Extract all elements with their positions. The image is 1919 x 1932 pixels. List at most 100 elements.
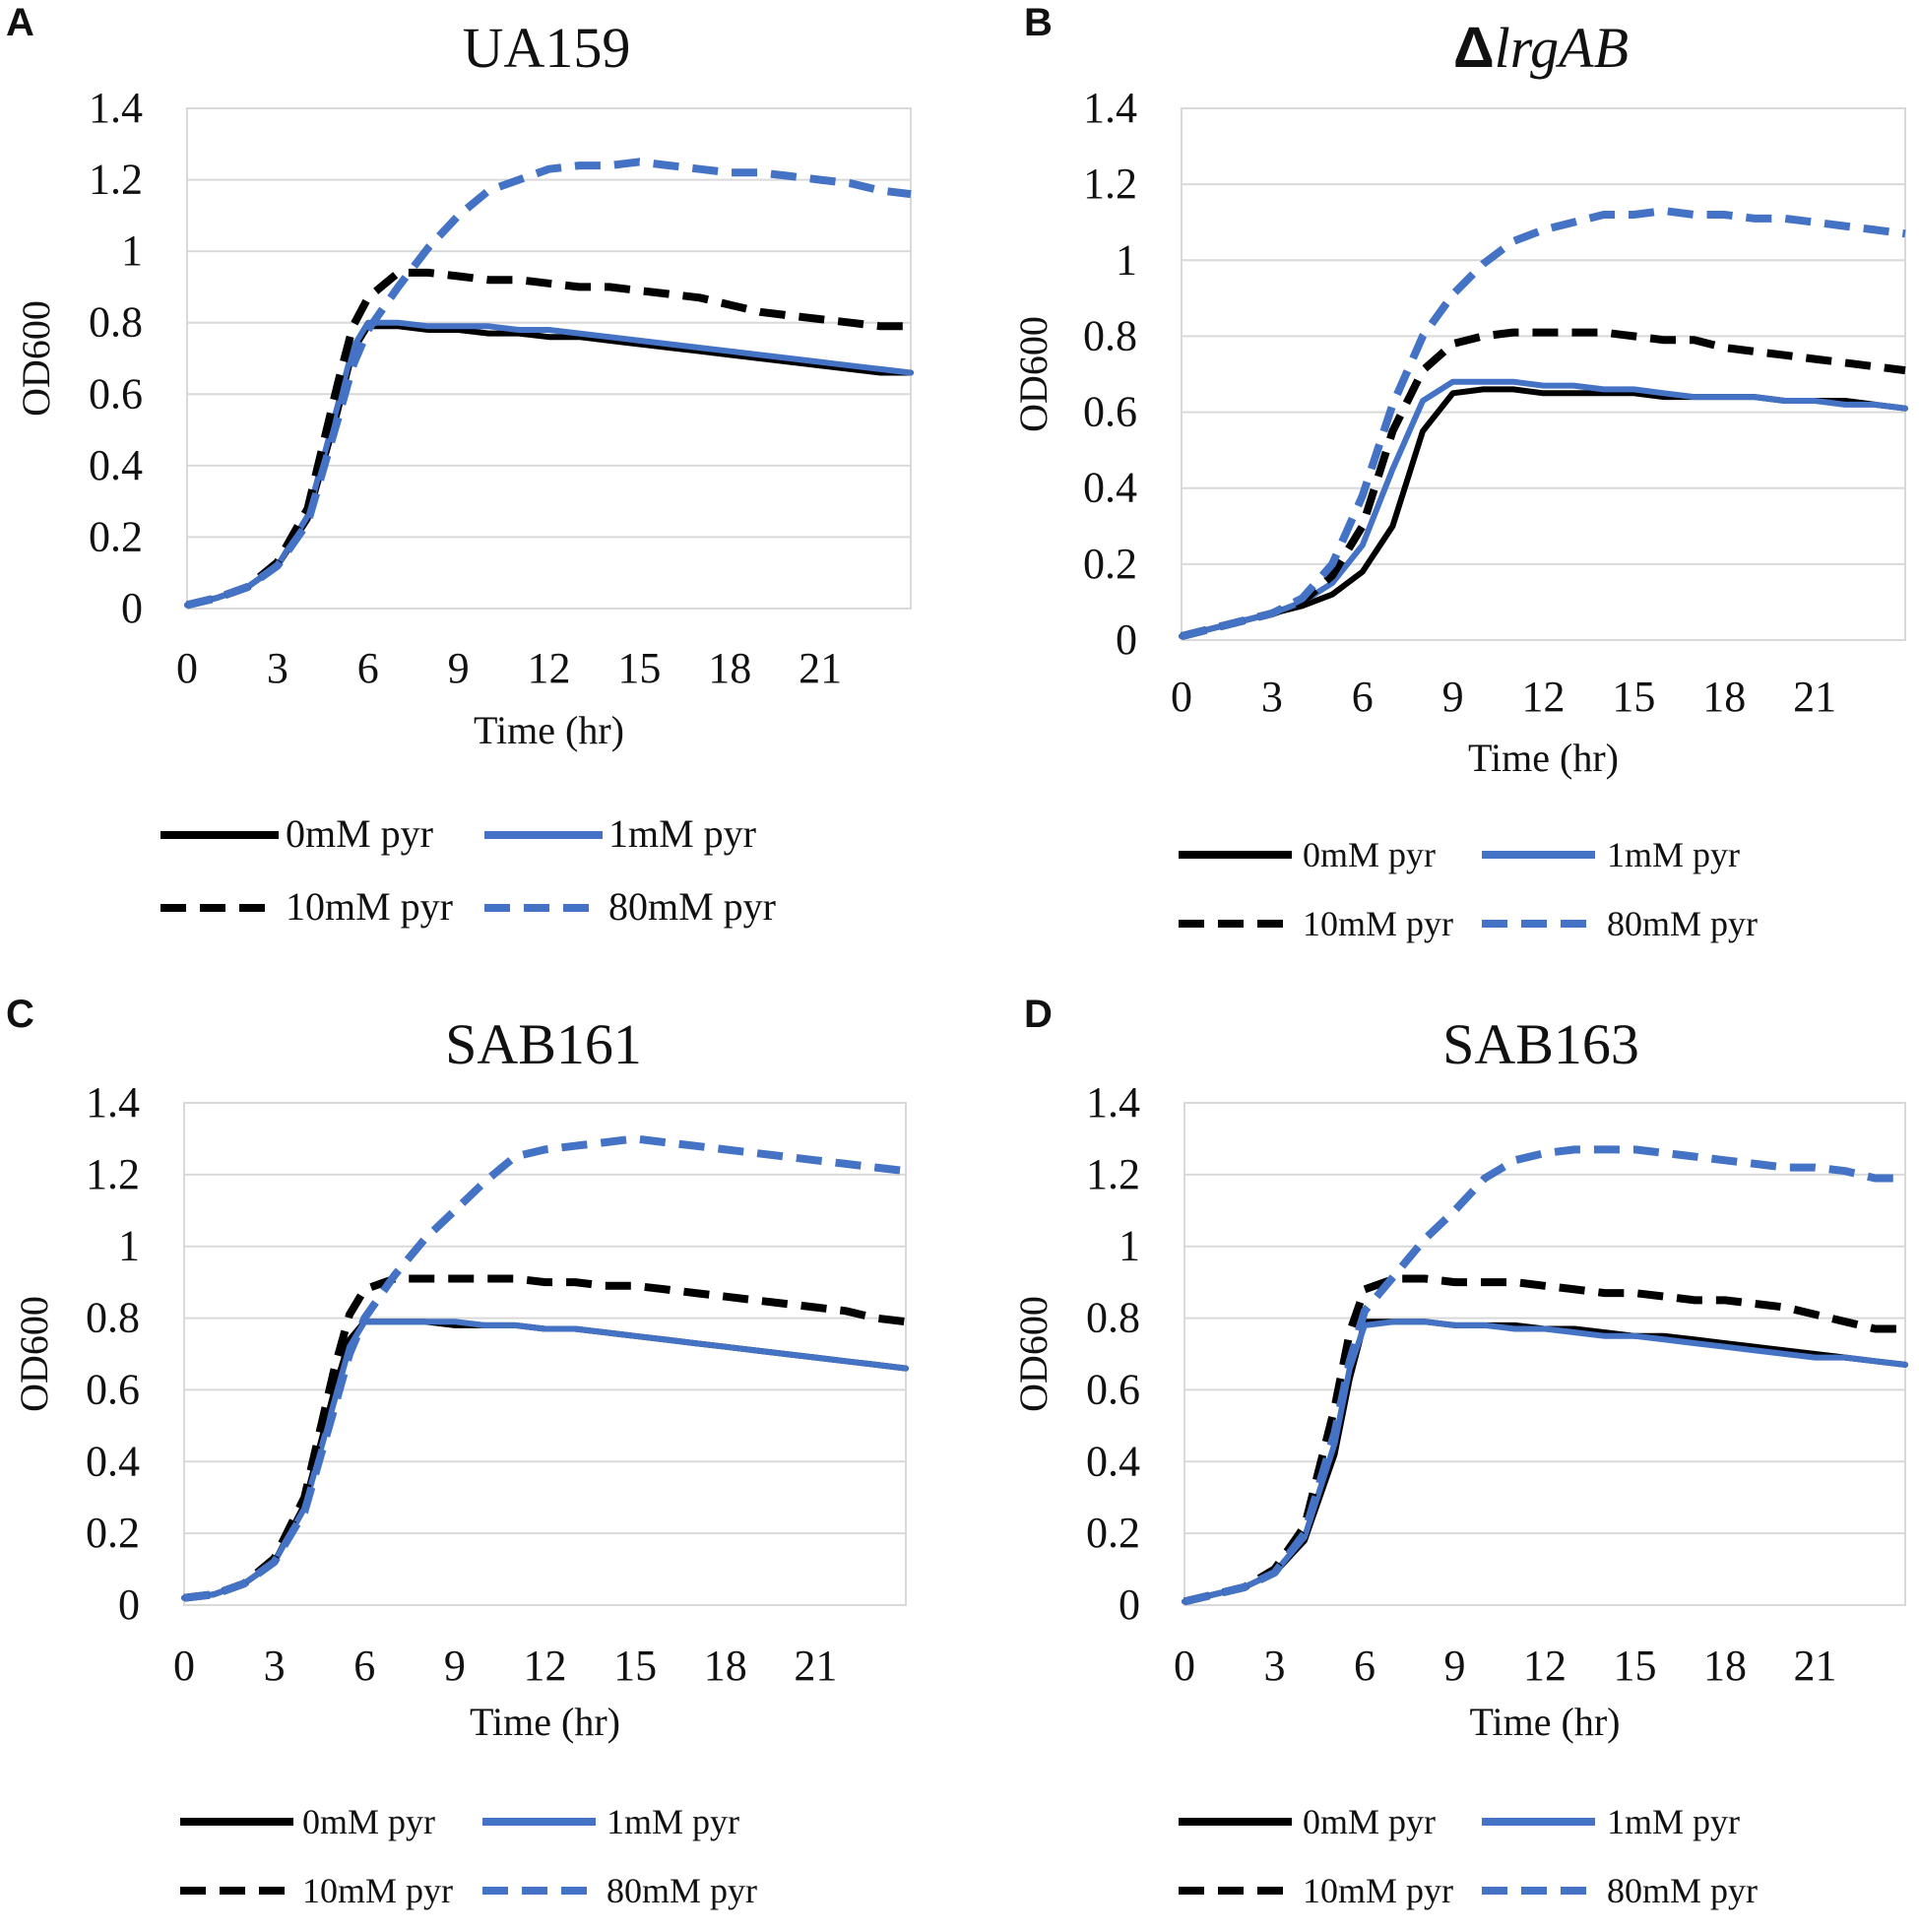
y-tick-label: 0.8 xyxy=(1083,311,1137,359)
chart-title: SAB161 xyxy=(445,1012,642,1076)
y-tick-label: 0.6 xyxy=(86,1365,140,1413)
x-tick-label: 21 xyxy=(794,1642,837,1690)
y-tick-label: 0.8 xyxy=(1086,1294,1140,1342)
x-axis-label: Time (hr) xyxy=(470,1700,620,1744)
panel-letter: D xyxy=(1024,993,1053,1036)
x-tick-label: 21 xyxy=(799,644,842,692)
series-line-1mm-pyr xyxy=(181,1319,909,1601)
x-axis-label: Time (hr) xyxy=(1468,736,1619,780)
x-tick-label: 3 xyxy=(1264,1642,1286,1690)
y-tick-label: 1 xyxy=(121,226,143,275)
x-tick-label: 0 xyxy=(1171,673,1192,721)
panel-letter: B xyxy=(1024,1,1053,44)
series-line-80mm-pyr xyxy=(1181,207,1906,640)
legend-label-10mm-pyr: 10mM pyr xyxy=(1303,1871,1453,1910)
plot-area xyxy=(186,107,912,610)
legend-label-0mm-pyr: 0mM pyr xyxy=(286,811,433,856)
y-tick-label: 0.2 xyxy=(86,1509,140,1557)
legend: 0mM pyr 1mM pyr 10mM pyr 80mM pyr xyxy=(180,1802,757,1910)
x-tick-label: 18 xyxy=(708,644,751,692)
y-tick-label: 0.6 xyxy=(89,369,143,418)
x-tick-label: 15 xyxy=(1612,673,1655,721)
legend: 0mM pyr 1mM pyr 10mM pyr 80mM pyr xyxy=(160,811,776,929)
y-axis-label: OD600 xyxy=(14,300,58,417)
x-tick-label: 3 xyxy=(267,644,288,692)
x-tick-label: 12 xyxy=(1523,1642,1567,1690)
x-tick-label: 3 xyxy=(1261,673,1283,721)
series-line-80mm-pyr xyxy=(186,158,912,610)
x-axis-label: Time (hr) xyxy=(1470,1700,1621,1744)
x-tick-label: 9 xyxy=(1444,1642,1466,1690)
legend-label-0mm-pyr: 0mM pyr xyxy=(1303,835,1436,874)
y-tick-label: 1 xyxy=(1116,235,1137,284)
y-tick-label: 0.4 xyxy=(1086,1437,1140,1485)
series-line-10mm-pyr xyxy=(1181,328,1906,640)
legend-label-0mm-pyr: 0mM pyr xyxy=(302,1802,435,1841)
y-axis-label: OD600 xyxy=(1011,316,1055,432)
series-line-0mm-pyr xyxy=(181,1319,909,1601)
series-line-1mm-pyr xyxy=(1182,1319,1908,1605)
y-tick-label: 1 xyxy=(118,1222,140,1270)
series-line-80mm-pyr xyxy=(1183,1145,1905,1606)
chart-panel-d: D SAB163 0 0.2 0.4 0.6 0.8 1 1.2 1.4 0 3 6 9 12 15 18 21 T… xyxy=(1011,993,1908,1910)
x-tick-label: 21 xyxy=(1794,1642,1837,1690)
legend-label-1mm-pyr: 1mM pyr xyxy=(1607,1802,1740,1841)
y-tick-label: 0.8 xyxy=(86,1294,140,1342)
legend-label-1mm-pyr: 1mM pyr xyxy=(608,811,756,856)
legend-label-80mm-pyr: 80mM pyr xyxy=(607,1871,757,1910)
series-line-1mm-pyr xyxy=(1179,378,1908,640)
y-tick-label: 1.4 xyxy=(1083,84,1137,132)
legend-label-1mm-pyr: 1mM pyr xyxy=(1607,835,1740,874)
series-line-0mm-pyr xyxy=(1179,386,1908,640)
y-axis-label: OD600 xyxy=(12,1296,56,1412)
x-tick-label: 9 xyxy=(444,1642,466,1690)
y-tick-label: 0.8 xyxy=(89,298,143,347)
y-tick-label: 1.2 xyxy=(89,156,143,204)
y-tick-label: 0.4 xyxy=(89,441,143,489)
x-tick-label: 0 xyxy=(173,1642,195,1690)
x-tick-label: 6 xyxy=(1352,673,1374,721)
chart-panel-b: B ΔlrgAB 0 0.2 0.4 0.6 0.8 1 1.2 1.4 0 3 6 9 12 15 18 21 T… xyxy=(1011,1,1908,943)
y-tick-label: 1.4 xyxy=(1086,1078,1140,1127)
x-tick-label: 6 xyxy=(357,644,379,692)
legend-label-10mm-pyr: 10mM pyr xyxy=(286,884,453,929)
x-tick-label: 21 xyxy=(1793,673,1836,721)
legend: 0mM pyr 1mM pyr 10mM pyr 80mM pyr xyxy=(1179,835,1758,943)
x-tick-label: 3 xyxy=(264,1642,286,1690)
x-tick-label: 12 xyxy=(524,1642,567,1690)
plot-area xyxy=(183,1102,907,1606)
chart-title: ΔlrgAB xyxy=(1453,16,1629,80)
legend-label-10mm-pyr: 10mM pyr xyxy=(1303,904,1453,943)
y-tick-label: 0 xyxy=(118,1580,140,1629)
x-tick-label: 9 xyxy=(1442,673,1464,721)
y-tick-label: 0.2 xyxy=(1083,540,1137,588)
x-tick-label: 12 xyxy=(1522,673,1566,721)
chart-title: UA159 xyxy=(463,16,631,80)
x-axis-label: Time (hr) xyxy=(474,708,624,752)
chart-panel-a: A UA159 0 0.2 0.4 0.6 0.8 1 1.2 1.4 0 3 6 9 12 15 18 21 Ti… xyxy=(6,1,914,929)
chart-panel-c: C SAB161 0 0.2 0.4 0.6 0.8 1 1.2 1.4 0 3 6 9 12 15 18 21 T… xyxy=(6,993,909,1910)
plot-area xyxy=(1183,1102,1906,1606)
legend-label-0mm-pyr: 0mM pyr xyxy=(1303,1802,1436,1841)
y-tick-label: 1.2 xyxy=(1086,1150,1140,1198)
y-tick-label: 1.4 xyxy=(89,84,143,132)
panel-letter: A xyxy=(6,1,34,44)
legend: 0mM pyr 1mM pyr 10mM pyr 80mM pyr xyxy=(1179,1802,1758,1910)
y-tick-label: 1.4 xyxy=(86,1078,140,1127)
panel-letter: C xyxy=(6,993,34,1036)
plot-area xyxy=(1181,107,1906,641)
x-tick-label: 12 xyxy=(528,644,571,692)
x-tick-label: 15 xyxy=(613,1642,657,1690)
legend-label-80mm-pyr: 80mM pyr xyxy=(608,884,776,929)
y-tick-label: 1.2 xyxy=(1083,160,1137,208)
x-tick-label: 18 xyxy=(704,1642,747,1690)
y-tick-label: 0.4 xyxy=(1083,464,1137,512)
x-tick-label: 18 xyxy=(1703,1642,1747,1690)
y-tick-label: 0 xyxy=(1119,1580,1140,1629)
y-tick-label: 1.2 xyxy=(86,1150,140,1198)
series-line-10mm-pyr xyxy=(186,268,911,610)
y-tick-label: 0.6 xyxy=(1086,1365,1140,1413)
series-line-80mm-pyr xyxy=(183,1134,907,1602)
y-tick-label: 0 xyxy=(121,584,143,632)
